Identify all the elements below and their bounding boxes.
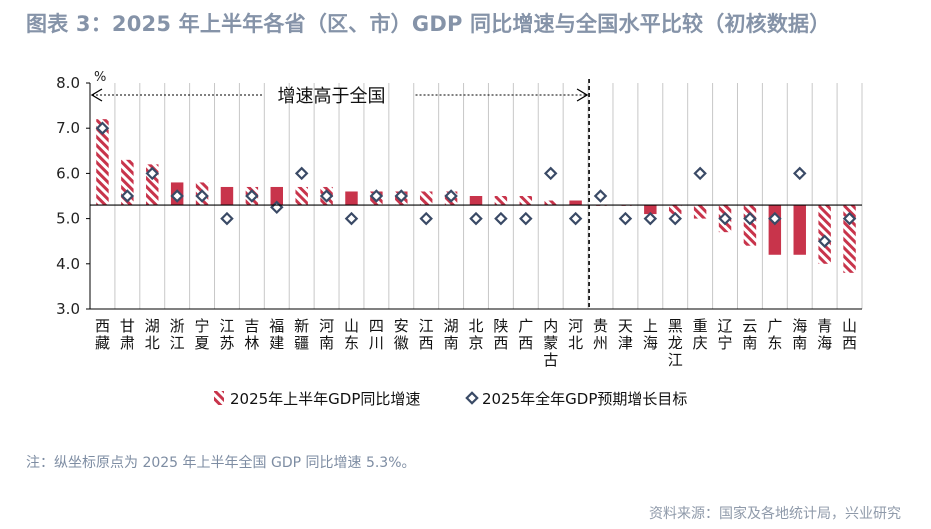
x-tick-label: 福建	[269, 317, 284, 352]
x-tick-label: 辽宁	[718, 317, 733, 352]
x-tick-label: 广东	[767, 317, 782, 352]
y-tick-label: 7.0	[56, 119, 80, 137]
target-marker-云南	[743, 211, 757, 226]
bar-山东	[345, 191, 358, 206]
target-marker-海南	[792, 166, 807, 181]
target-marker-安徽	[394, 189, 409, 203]
legend-swatch-marker	[465, 391, 479, 405]
target-marker-重庆	[693, 166, 707, 181]
target-marker-吉林	[245, 189, 259, 203]
x-tick-label: 湖北	[145, 317, 160, 352]
x-tick-label: 贵州	[593, 317, 608, 352]
bar-陕西	[494, 196, 508, 206]
target-marker-浙江	[170, 189, 184, 203]
target-marker-贵州	[593, 189, 608, 203]
legend-label-target: 2025年全年GDP预期增长目标	[482, 390, 687, 408]
target-marker-天津	[618, 211, 633, 226]
x-tick-label: 新疆	[294, 317, 309, 352]
y-tick-label: 8.0	[56, 74, 80, 92]
bar-内蒙古	[544, 200, 557, 206]
x-tick-label: 北京	[468, 317, 483, 352]
target-marker-湖北	[145, 166, 160, 181]
target-marker-广东	[768, 211, 782, 226]
y-unit-label: %	[94, 70, 106, 85]
bar-云南	[743, 205, 757, 246]
bar-西藏	[96, 119, 109, 206]
target-marker-广西	[519, 211, 533, 226]
arrow-left-icon	[90, 88, 103, 102]
target-marker-上海	[643, 211, 658, 226]
x-tick-label: 内蒙古	[543, 317, 558, 369]
target-marker-山西	[842, 211, 857, 226]
x-tick-label: 云南	[742, 317, 757, 352]
arrow-right-icon	[576, 88, 589, 102]
x-tick-label: 黑龙江	[668, 317, 683, 369]
bar-江苏	[220, 186, 234, 206]
target-marker-河南	[319, 189, 334, 203]
bar-重庆	[693, 205, 707, 219]
target-marker-青海	[817, 234, 832, 248]
x-tick-label: 四川	[369, 317, 384, 352]
x-tick-label: 河北	[568, 317, 583, 352]
x-tick-label: 江苏	[219, 317, 234, 352]
target-marker-新疆	[294, 166, 309, 181]
bar-北京	[469, 196, 483, 206]
y-tick-label: 6.0	[56, 164, 80, 182]
x-tick-label: 重庆	[693, 317, 708, 352]
x-tick-label: 甘肃	[120, 317, 135, 352]
y-tick-label: 5.0	[56, 210, 80, 228]
target-marker-北京	[469, 211, 483, 226]
bar-青海	[818, 205, 831, 264]
x-tick-label: 天津	[618, 317, 633, 352]
x-tick-label: 宁夏	[195, 317, 210, 352]
x-tick-label: 吉林	[244, 317, 259, 352]
target-marker-河北	[568, 211, 583, 226]
y-tick-label: 3.0	[56, 300, 80, 318]
x-tick-label: 西藏	[95, 317, 110, 352]
x-tick-label: 安徽	[394, 317, 409, 352]
x-tick-label: 湖南	[444, 317, 459, 352]
target-marker-山东	[344, 211, 359, 226]
target-marker-西藏	[95, 121, 110, 135]
bar-黑龙江	[669, 205, 682, 215]
target-marker-黑龙江	[668, 211, 682, 226]
target-marker-江西	[419, 211, 433, 226]
target-marker-辽宁	[718, 211, 732, 226]
target-marker-甘肃	[120, 189, 135, 203]
x-tick-label: 江西	[419, 317, 434, 352]
x-tick-label: 青海	[817, 317, 832, 352]
target-marker-内蒙古	[543, 166, 558, 181]
x-tick-label: 山西	[842, 317, 857, 352]
x-tick-label: 上海	[643, 317, 658, 352]
legend-label-growth: 2025年上半年GDP同比增速	[230, 390, 420, 408]
bar-新疆	[295, 186, 308, 206]
target-marker-宁夏	[195, 189, 209, 203]
x-tick-label: 山东	[344, 317, 359, 352]
chart-title: 图表 3：2025 年上半年各省（区、市）GDP 同比增速与全国水平比较（初核数…	[26, 12, 831, 36]
legend-swatch-bar	[214, 391, 224, 405]
source-note: 资料来源：国家及各地统计局，兴业研究	[649, 506, 901, 522]
y-tick-label: 4.0	[56, 255, 80, 273]
annotation-text: 增速高于全国	[278, 86, 386, 107]
bar-海南	[793, 205, 806, 255]
target-marker-四川	[369, 189, 384, 203]
x-tick-label: 陕西	[493, 317, 508, 352]
x-tick-label: 海南	[792, 317, 807, 352]
bar-江西	[419, 191, 433, 206]
bar-广西	[519, 196, 533, 206]
bar-福建	[270, 186, 283, 206]
x-tick-label: 广西	[518, 317, 533, 352]
target-marker-江苏	[220, 211, 234, 226]
footnote: 注：纵坐标原点为 2025 年上半年全国 GDP 同比增速 5.3%。	[26, 455, 416, 471]
bar-河北	[569, 200, 582, 206]
target-marker-陕西	[494, 211, 508, 226]
target-marker-湖南	[444, 189, 458, 203]
x-tick-label: 河南	[319, 317, 334, 352]
bar-上海	[644, 205, 657, 215]
x-tick-label: 浙江	[170, 317, 185, 352]
